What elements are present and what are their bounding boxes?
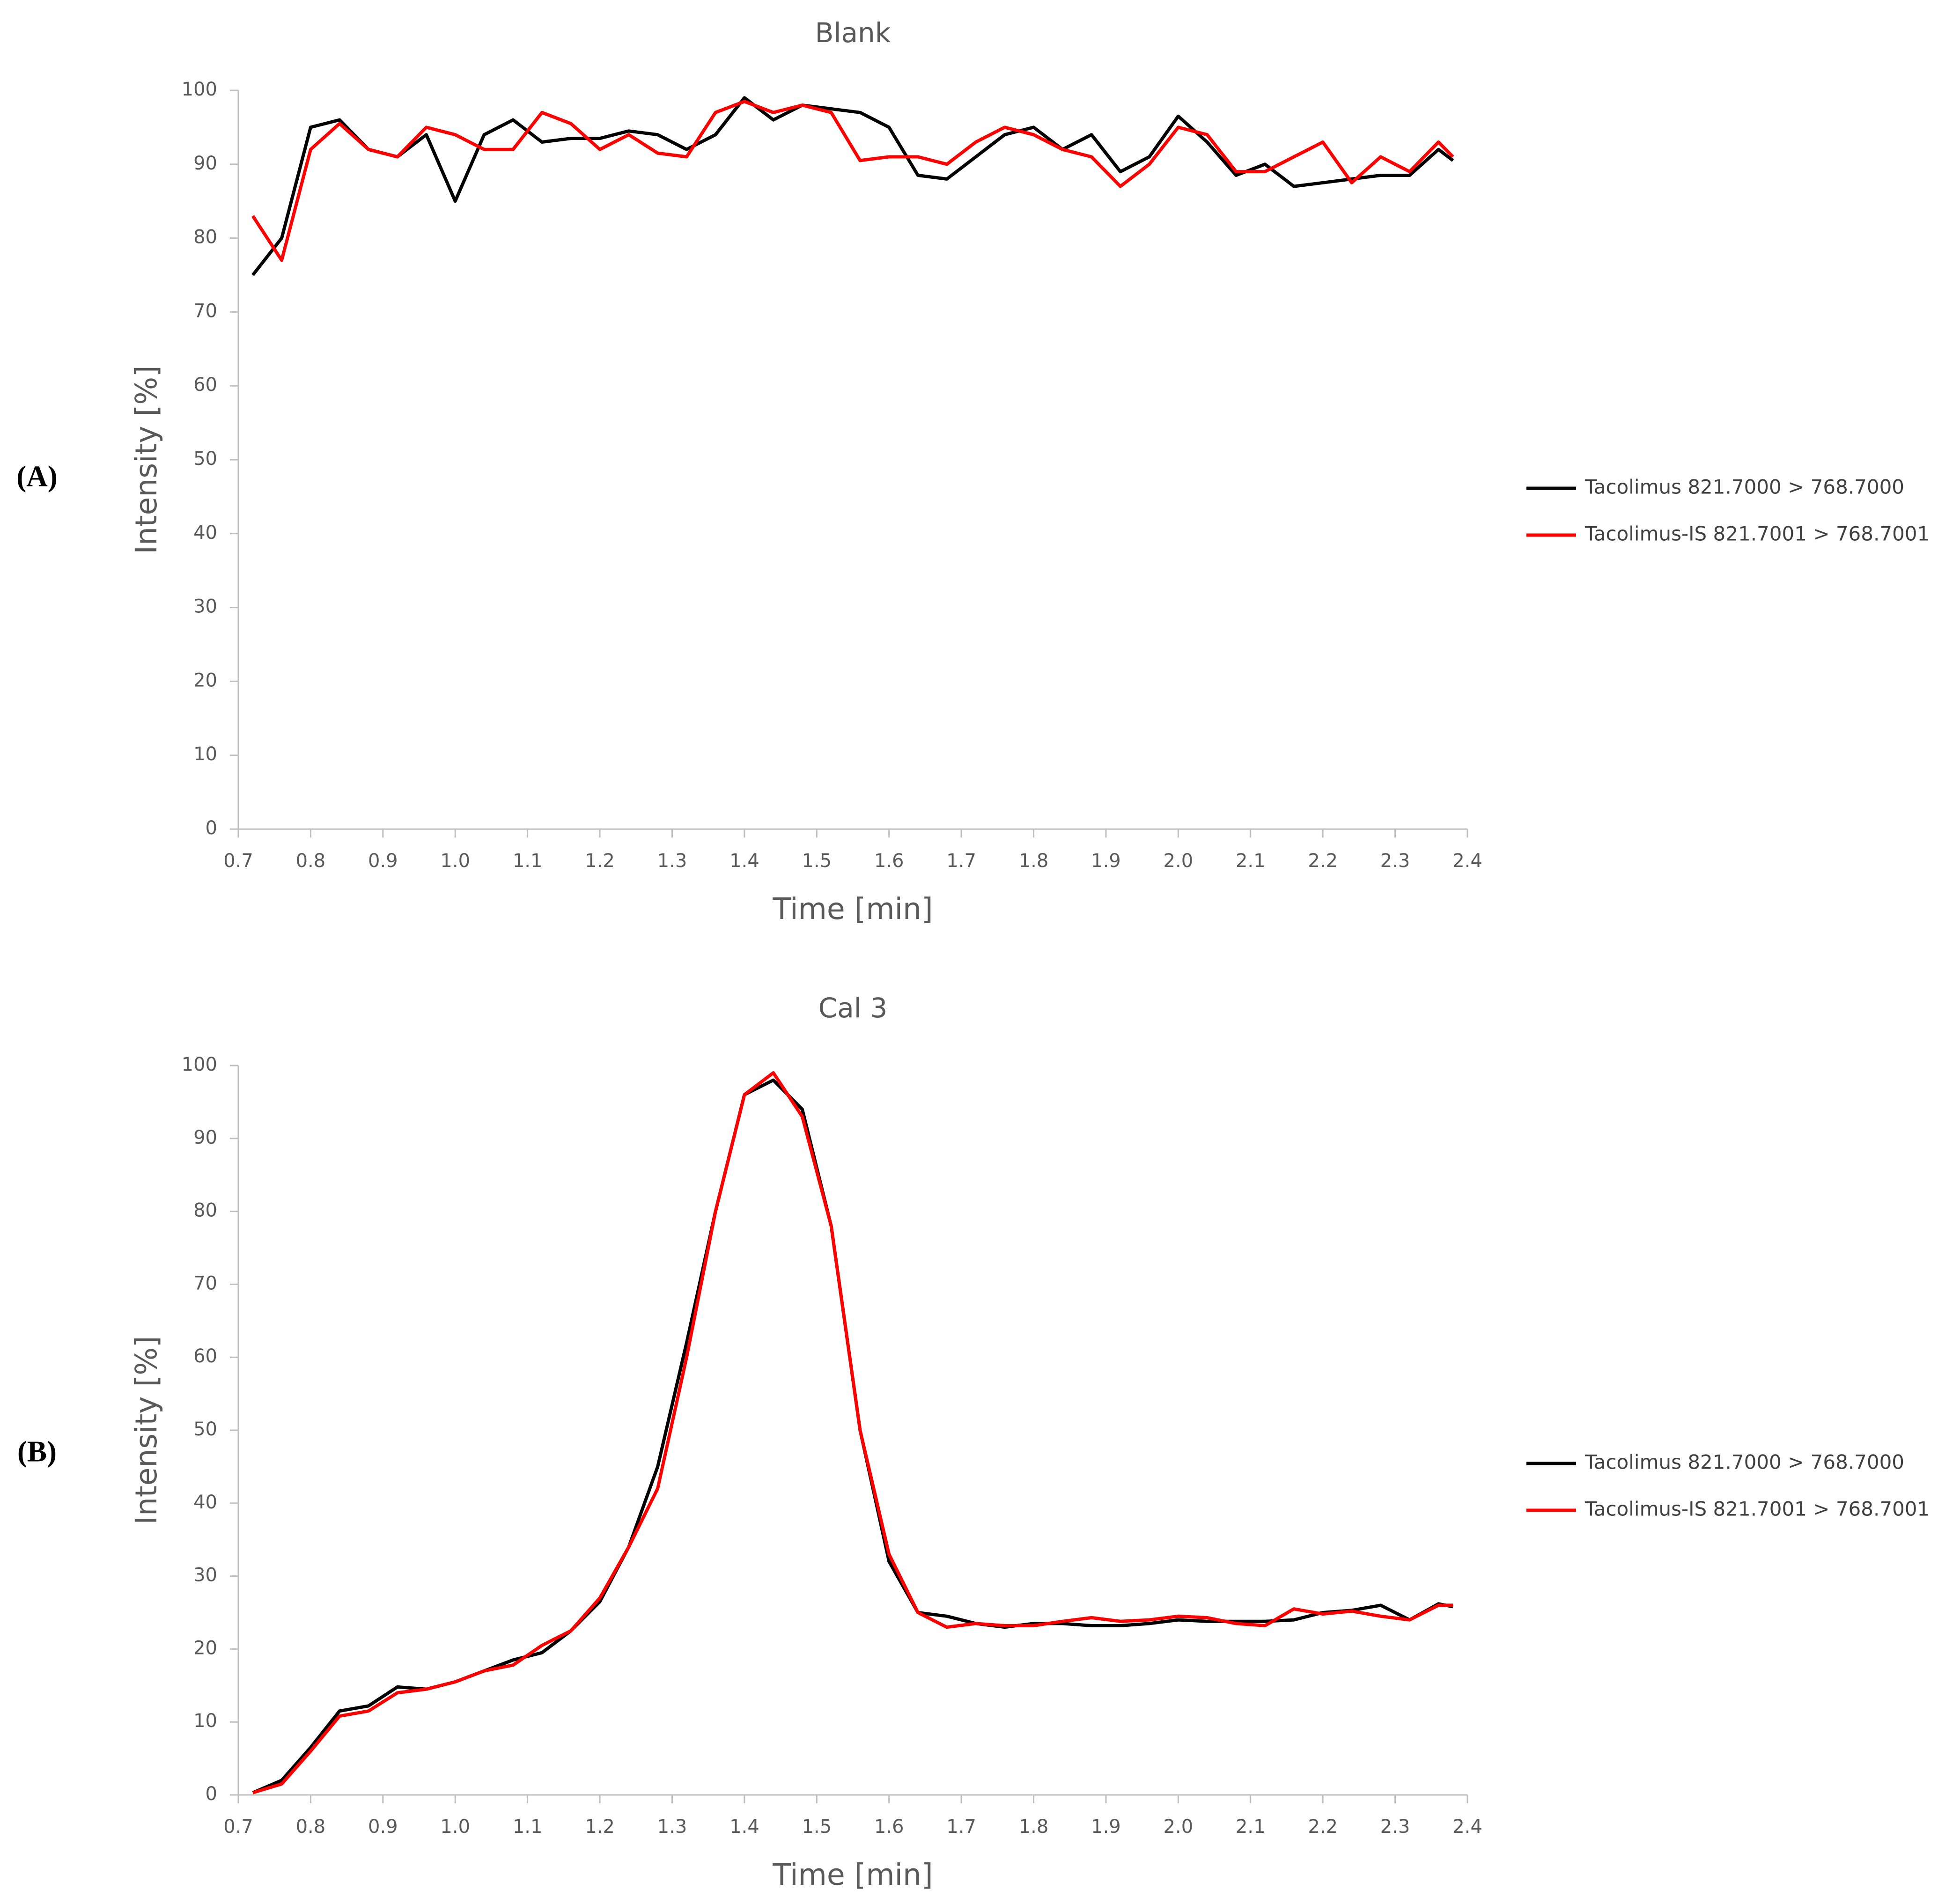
data-line bbox=[252, 1071, 1453, 1794]
x-tick-label: 0.7 bbox=[223, 1816, 253, 1838]
x-tick-label: 2.1 bbox=[1236, 850, 1266, 872]
x-tick-label: 1.0 bbox=[440, 1816, 470, 1838]
y-tick-label: 60 bbox=[193, 374, 217, 396]
legend-label: Tacolimus-IS 821.7001 > 768.7001 bbox=[1584, 1498, 1930, 1521]
data-line bbox=[251, 100, 1454, 262]
y-tick-label: 70 bbox=[193, 300, 217, 322]
legend-label: Tacolimus 821.7000 > 768.7000 bbox=[1584, 1451, 1904, 1474]
y-tick-label: 40 bbox=[193, 522, 217, 544]
y-tick-label: 80 bbox=[193, 227, 217, 248]
x-tick-label: 1.9 bbox=[1091, 1816, 1121, 1838]
x-tick-label: 1.5 bbox=[802, 1816, 832, 1838]
legend-label: Tacolimus 821.7000 > 768.7000 bbox=[1584, 476, 1904, 499]
y-tick-label: 0 bbox=[206, 817, 217, 839]
x-axis-label: Time [min] bbox=[772, 1858, 933, 1892]
x-tick-label: 1.4 bbox=[730, 850, 759, 872]
y-tick-label: 20 bbox=[193, 1637, 217, 1659]
y-tick-label: 10 bbox=[193, 743, 217, 765]
y-tick-label: 60 bbox=[193, 1345, 217, 1367]
y-axis-label: Intensity [%] bbox=[129, 365, 163, 554]
x-tick-label: 1.8 bbox=[1019, 1816, 1049, 1838]
x-tick-label: 2.1 bbox=[1236, 1816, 1266, 1838]
x-tick-label: 1.4 bbox=[730, 1816, 759, 1838]
y-tick-label: 90 bbox=[193, 153, 217, 174]
x-tick-label: 2.4 bbox=[1452, 850, 1482, 872]
x-tick-label: 1.1 bbox=[513, 850, 543, 872]
x-tick-label: 2.0 bbox=[1164, 1816, 1194, 1838]
x-tick-label: 1.9 bbox=[1091, 850, 1121, 872]
x-tick-label: 1.5 bbox=[802, 850, 832, 872]
data-line bbox=[251, 96, 1454, 276]
y-tick-label: 50 bbox=[193, 1419, 217, 1440]
y-tick-label: 70 bbox=[193, 1272, 217, 1294]
x-tick-label: 1.6 bbox=[874, 1816, 904, 1838]
x-tick-label: 2.2 bbox=[1308, 850, 1338, 872]
x-tick-label: 2.4 bbox=[1452, 1816, 1482, 1838]
x-tick-label: 0.9 bbox=[368, 850, 398, 872]
legend-label: Tacolimus-IS 821.7001 > 768.7001 bbox=[1584, 522, 1930, 545]
x-tick-label: 1.2 bbox=[585, 1816, 615, 1838]
x-tick-label: 1.0 bbox=[440, 850, 470, 872]
chart-title: Blank bbox=[815, 17, 891, 49]
panel-label: (A) bbox=[16, 460, 57, 493]
x-tick-label: 2.3 bbox=[1380, 1816, 1410, 1838]
x-tick-label: 1.8 bbox=[1019, 850, 1049, 872]
x-tick-label: 2.2 bbox=[1308, 1816, 1338, 1838]
x-tick-label: 1.2 bbox=[585, 850, 615, 872]
x-tick-label: 0.8 bbox=[296, 850, 326, 872]
y-tick-label: 20 bbox=[193, 669, 217, 691]
y-tick-label: 30 bbox=[193, 596, 217, 618]
x-tick-label: 1.7 bbox=[946, 1816, 976, 1838]
y-tick-label: 10 bbox=[193, 1710, 217, 1732]
y-tick-label: 30 bbox=[193, 1565, 217, 1586]
panel-label: (B) bbox=[17, 1435, 57, 1468]
y-tick-label: 50 bbox=[193, 448, 217, 470]
x-tick-label: 1.3 bbox=[657, 850, 687, 872]
x-tick-label: 0.9 bbox=[368, 1816, 398, 1838]
y-axis-label: Intensity [%] bbox=[129, 1336, 163, 1524]
x-tick-label: 1.3 bbox=[657, 1816, 687, 1838]
x-tick-label: 2.3 bbox=[1380, 850, 1410, 872]
x-tick-label: 2.0 bbox=[1164, 850, 1194, 872]
x-tick-label: 0.7 bbox=[223, 850, 253, 872]
y-tick-label: 90 bbox=[193, 1127, 217, 1148]
x-axis-label: Time [min] bbox=[772, 892, 933, 926]
x-tick-label: 1.7 bbox=[946, 850, 976, 872]
y-tick-label: 40 bbox=[193, 1492, 217, 1513]
y-tick-label: 100 bbox=[182, 1054, 217, 1075]
x-tick-label: 1.1 bbox=[513, 1816, 543, 1838]
chart-title: Cal 3 bbox=[818, 992, 888, 1024]
y-tick-label: 80 bbox=[193, 1200, 217, 1221]
x-tick-label: 0.8 bbox=[296, 1816, 326, 1838]
x-tick-label: 1.6 bbox=[874, 850, 904, 872]
y-tick-label: 0 bbox=[206, 1783, 217, 1805]
y-tick-label: 100 bbox=[182, 79, 217, 100]
